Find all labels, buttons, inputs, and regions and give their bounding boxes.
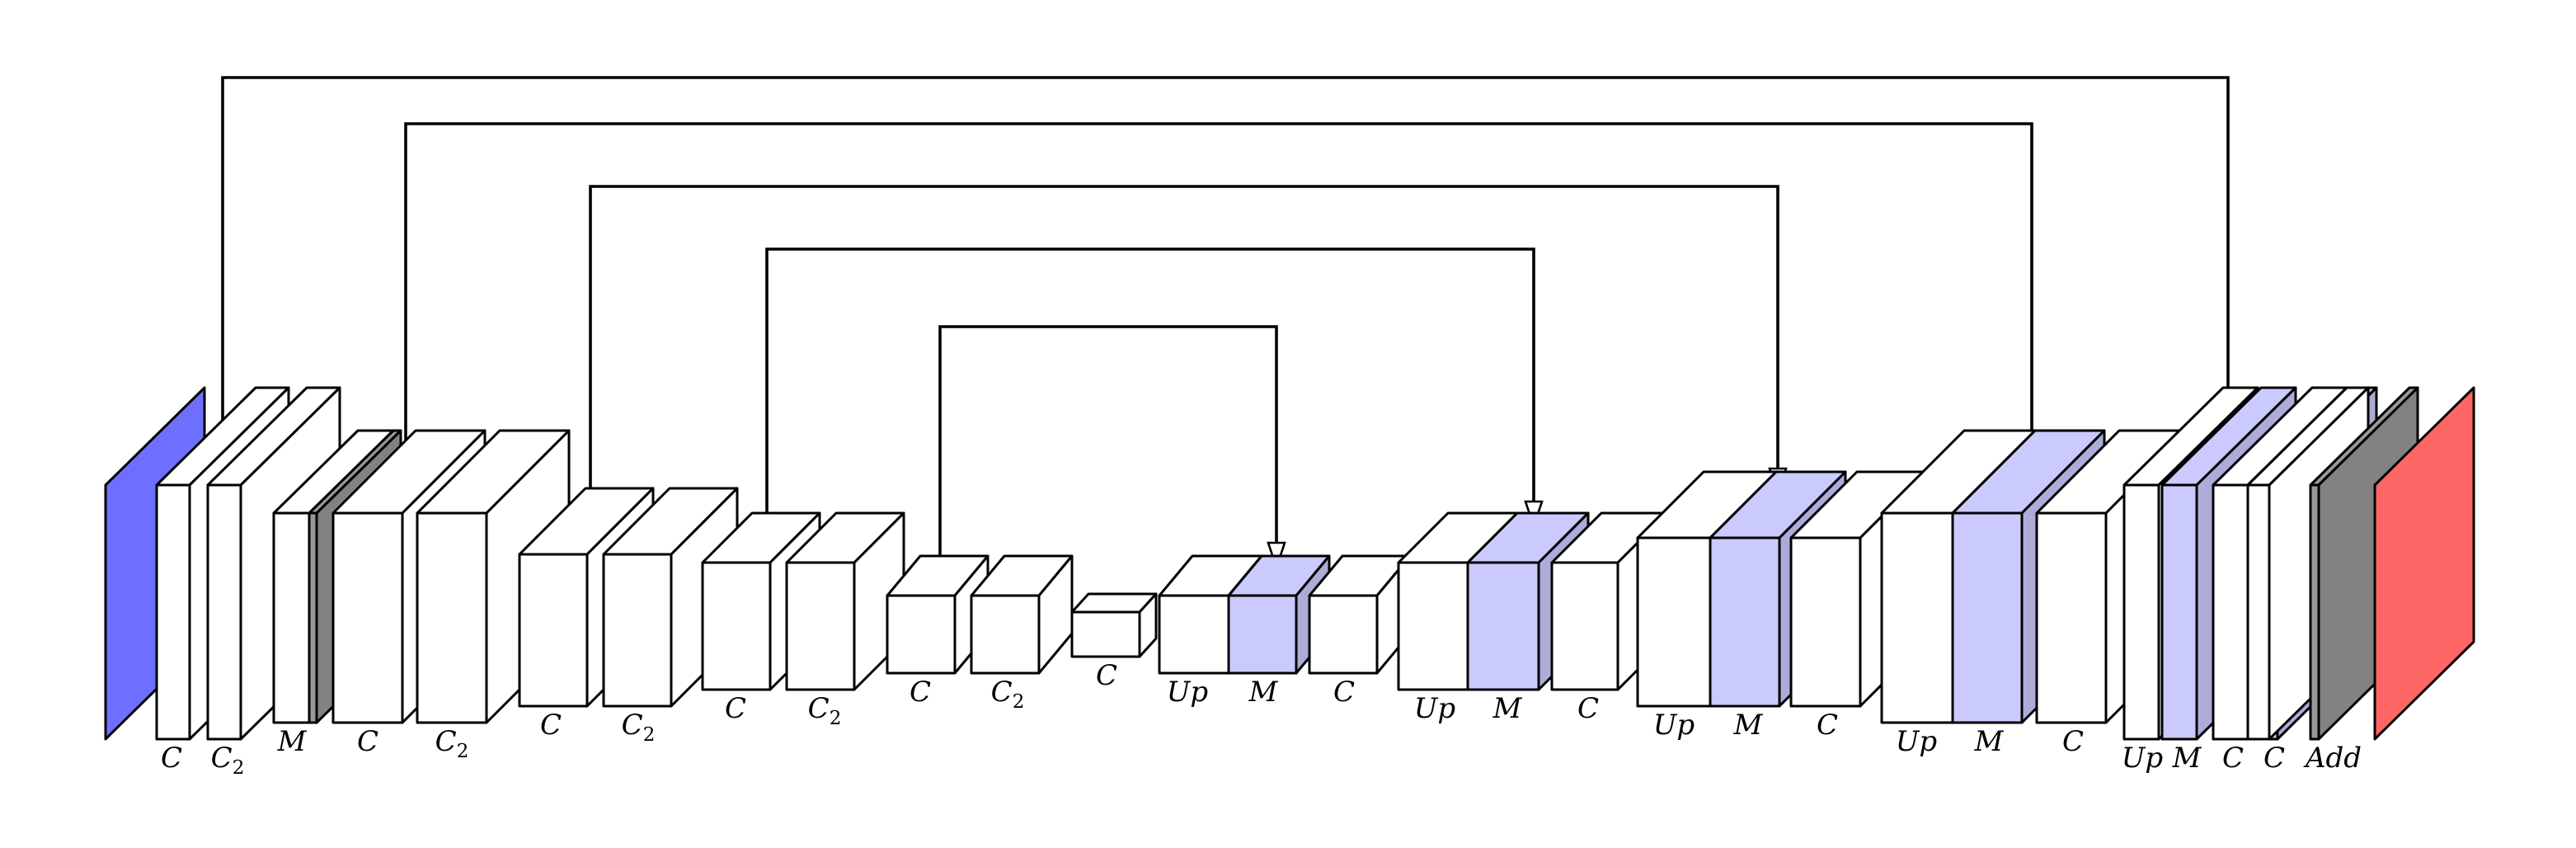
layer-label: C bbox=[2062, 725, 2084, 758]
layer-label: Up bbox=[1167, 676, 1208, 709]
layer-label: Up bbox=[1414, 692, 1455, 725]
layer-block-c-10 bbox=[785, 511, 905, 691]
skip-connection-2 bbox=[589, 185, 1788, 497]
layer-label: C bbox=[2222, 742, 2244, 775]
layer-label: C bbox=[910, 676, 931, 709]
layer-label: C2 bbox=[808, 692, 842, 729]
layer-label: C2 bbox=[435, 725, 469, 762]
layer-block-add-32 bbox=[2373, 386, 2475, 741]
layer-label: C bbox=[357, 725, 378, 758]
layer-label: C bbox=[161, 742, 182, 775]
skip-connection-0 bbox=[221, 76, 2238, 434]
layer-label: M bbox=[277, 725, 308, 758]
layer-label: C bbox=[540, 709, 562, 742]
layer-label: C bbox=[725, 692, 746, 725]
layer-label: C bbox=[1817, 709, 1838, 742]
layer-label: Up bbox=[2122, 742, 2163, 775]
layer-label: C bbox=[1096, 659, 1117, 692]
skip-connection-4 bbox=[938, 325, 1286, 572]
layer-label: M bbox=[1974, 725, 2005, 758]
layer-label: C2 bbox=[991, 676, 1025, 713]
layer-label: C2 bbox=[622, 709, 656, 746]
layer-label: C bbox=[1577, 692, 1599, 725]
skip-connections bbox=[221, 76, 2238, 572]
layer-label: M bbox=[1248, 676, 1279, 709]
skip-connection-1 bbox=[404, 122, 2042, 472]
layer-label: C bbox=[2263, 742, 2285, 775]
layer-labels: C C2M C C2C C2C C2C C2C Up M C Up M C Up M C Up M C Up M C C Ad… bbox=[161, 659, 2362, 779]
skip-connection-3 bbox=[765, 247, 1544, 535]
layer-label: C bbox=[1333, 676, 1355, 709]
layer-label: M bbox=[1733, 709, 1764, 742]
layer-label: Add bbox=[2303, 742, 2362, 775]
layer-label: Up bbox=[1896, 725, 1937, 758]
layer-label: Up bbox=[1653, 709, 1695, 742]
layer-blocks bbox=[104, 386, 2475, 741]
layer-block-c-12 bbox=[970, 554, 1074, 675]
layer-label: C2 bbox=[211, 742, 245, 779]
layer-label: M bbox=[1492, 692, 1523, 725]
layer-block-c-13 bbox=[1070, 592, 1158, 658]
layer-label: M bbox=[2172, 742, 2202, 775]
